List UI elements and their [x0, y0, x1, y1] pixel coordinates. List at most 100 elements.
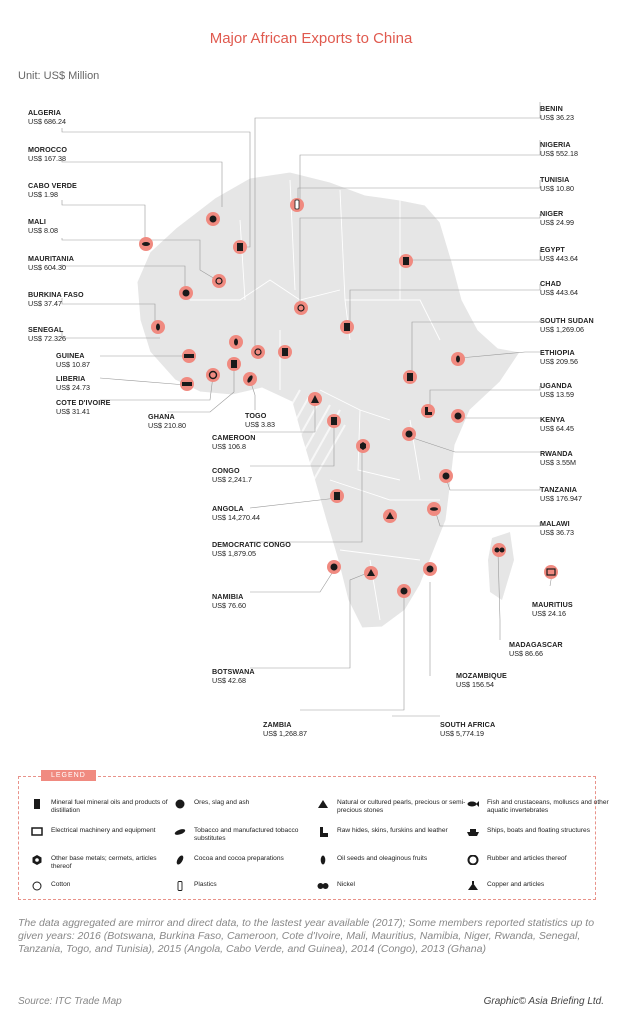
marker-uganda	[421, 404, 435, 418]
label-guinea: GUINEA US$ 10.87	[56, 351, 90, 369]
marker-cameroon	[308, 392, 322, 406]
country-name: BURKINA FASO	[28, 290, 84, 299]
label-morocco: MOROCCO US$ 167.38	[28, 145, 67, 163]
country-value: US$ 156.54	[456, 680, 494, 689]
marker-central-africa	[356, 439, 370, 453]
country-value: US$ 10.87	[56, 360, 90, 369]
country-name: SOUTH AFRICA	[440, 720, 496, 729]
label-ethiopia: ETHIOPIA US$ 209.56	[540, 348, 578, 366]
label-botswana: BOTSWANA US$ 42.68	[212, 667, 255, 685]
label-ghana: GHANA US$ 210.80	[148, 412, 186, 430]
country-name: GHANA	[148, 412, 175, 421]
country-value: US$ 1,879.05	[212, 549, 256, 558]
marker-benin	[251, 345, 265, 359]
madagascar-landmass	[488, 532, 514, 600]
country-value: US$ 10.80	[540, 184, 574, 193]
country-name: EGYPT	[540, 245, 565, 254]
country-name: ETHIOPIA	[540, 348, 575, 357]
hex-nut-icon	[32, 855, 42, 865]
label-rwanda: RWANDA US$ 3.55M	[540, 449, 576, 467]
marker-tanzania	[439, 469, 453, 483]
country-value: US$ 210.80	[148, 421, 186, 430]
label-benin: BENIN US$ 36.23	[540, 104, 574, 122]
marker-togo	[243, 372, 257, 386]
country-name: BOTSWANA	[212, 667, 255, 676]
marker-zambia	[397, 584, 411, 598]
country-value: US$ 1,269.06	[540, 325, 584, 334]
label-cabo-verde: CABO VERDE US$ 1.98	[28, 181, 77, 199]
label-mali: MALI US$ 8.08	[28, 217, 58, 235]
seed-icon	[320, 855, 326, 865]
country-value: US$ 686.24	[28, 117, 66, 126]
nickel-icon	[317, 883, 329, 889]
unit-label: Unit: US$ Million	[18, 70, 100, 82]
country-value: US$ 167.38	[28, 154, 66, 163]
country-value: US$ 443.64	[540, 288, 578, 297]
label-senegal: SENEGAL US$ 72.326	[28, 325, 66, 343]
marker-nigeria	[278, 345, 292, 359]
marker-namibia	[327, 560, 341, 574]
marker-egypt	[399, 254, 413, 268]
pearl-icon	[318, 800, 328, 808]
label-malawi: MALAWI US$ 36.73	[540, 519, 574, 537]
country-name: BENIN	[540, 104, 563, 113]
marker-liberia	[180, 377, 194, 391]
country-value: US$ 5,774.19	[440, 729, 484, 738]
label-mozambique: MOZAMBIQUE US$ 156.54	[456, 671, 507, 689]
country-name: MALAWI	[540, 519, 570, 528]
country-name: NAMIBIA	[212, 592, 244, 601]
country-value: US$ 3.55M	[540, 458, 576, 467]
legend-item: Natural or cultured pearls, precious or …	[317, 799, 467, 815]
country-value: US$ 36.73	[540, 528, 574, 537]
country-name: ALGERIA	[28, 108, 62, 117]
country-name: RWANDA	[540, 449, 573, 458]
country-name: COTE D'IVOIRE	[56, 398, 111, 407]
marker-cabo-verde	[139, 237, 153, 251]
tv-icon	[31, 827, 43, 836]
label-tanzania: TANZANIA US$ 176.947	[540, 485, 582, 503]
label-algeria: ALGERIA US$ 686.24	[28, 108, 66, 126]
legend-item: Oil seeds and oleaginous fruits	[317, 855, 467, 865]
label-mauritius: MAURITIUS US$ 24.16	[532, 600, 573, 618]
marker-botswana	[364, 566, 378, 580]
marker-burkina-faso	[229, 335, 243, 349]
country-name: SOUTH SUDAN	[540, 316, 594, 325]
marker-niger	[294, 301, 308, 315]
label-congo: CONGO US$ 2,241.7	[212, 466, 252, 484]
marker-mauritius	[544, 565, 558, 579]
ship-icon	[467, 829, 479, 836]
bottle-icon	[177, 881, 183, 891]
country-value: US$ 86.66	[509, 649, 543, 658]
country-value: US$ 106.8	[212, 442, 246, 451]
label-zambia: ZAMBIA US$ 1,268.87	[263, 720, 307, 738]
country-name: TANZANIA	[540, 485, 577, 494]
page-title: Major African Exports to China	[209, 30, 413, 47]
marker-kenya	[451, 409, 465, 423]
marker-ethiopia	[451, 352, 465, 366]
marker-madagascar	[492, 543, 506, 557]
label-madagascar: MADAGASCAR US$ 86.66	[509, 640, 563, 658]
country-name: DEMOCRATIC CONGO	[212, 540, 291, 549]
country-value: US$ 24.73	[56, 383, 90, 392]
country-name: SENEGAL	[28, 325, 64, 334]
label-niger: NIGER US$ 24.99	[540, 209, 574, 227]
marker-ghana	[227, 357, 241, 371]
label-liberia: LIBERIA US$ 24.73	[56, 374, 90, 392]
boot-icon	[320, 827, 328, 837]
country-name: MALI	[28, 217, 46, 226]
country-value: US$ 209.56	[540, 357, 578, 366]
country-name: ZAMBIA	[263, 720, 292, 729]
country-name: TOGO	[245, 411, 267, 420]
border-lines	[190, 179, 441, 621]
marker-guinea	[182, 349, 196, 363]
country-value: US$ 1.98	[28, 190, 58, 199]
legend-item: Ships, boats and floating structures	[467, 827, 611, 836]
legend-item: Ores, slag and ash	[174, 799, 314, 809]
marker-chad	[340, 320, 354, 334]
legend-item: Nickel	[317, 881, 467, 889]
tobacco-leaf-icon	[174, 829, 186, 835]
country-value: US$ 443.64	[540, 254, 578, 263]
country-value: US$ 64.45	[540, 424, 574, 433]
country-name: UGANDA	[540, 381, 573, 390]
country-name: CAMEROON	[212, 433, 256, 442]
